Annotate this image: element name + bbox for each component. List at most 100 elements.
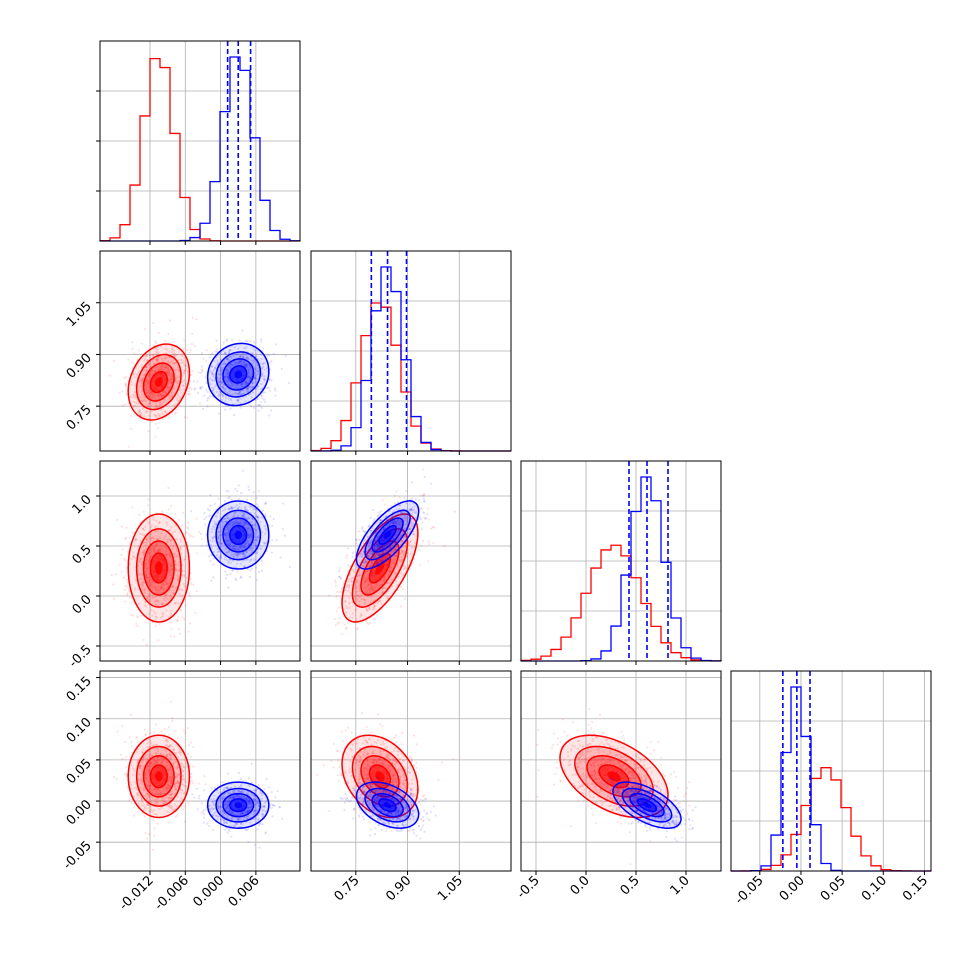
- scatter-point: [170, 347, 173, 350]
- scatter-point: [394, 522, 398, 525]
- scatter-point: [166, 523, 169, 526]
- scatter-point: [405, 521, 409, 524]
- scatter-point: [423, 499, 426, 502]
- scatter-point: [139, 764, 142, 767]
- scatter-point: [250, 535, 253, 539]
- scatter-point: [249, 532, 252, 536]
- scatter-point: [160, 368, 163, 371]
- scatter-point: [167, 793, 170, 796]
- scatter-point: [140, 798, 144, 801]
- scatter-point: [145, 411, 148, 414]
- scatter-point: [169, 568, 172, 572]
- scatter-point: [400, 539, 404, 542]
- scatter-point: [145, 562, 148, 565]
- scatter-point: [177, 394, 180, 397]
- scatter-point: [219, 555, 222, 558]
- scatter-point: [155, 358, 159, 361]
- scatter-point: [369, 546, 372, 549]
- scatter-point: [166, 786, 169, 789]
- scatter-point: [372, 544, 376, 547]
- scatter-point: [140, 761, 143, 764]
- scatter-point: [158, 536, 161, 539]
- scatter-point: [413, 505, 416, 508]
- scatter-point: [200, 532, 203, 536]
- scatter-point: [406, 555, 409, 558]
- scatter-point: [237, 522, 240, 525]
- scatter-point: [145, 573, 148, 576]
- contour-line: [368, 552, 392, 584]
- scatter-point: [143, 328, 146, 331]
- scatter-point: [369, 532, 372, 535]
- scatter-point: [173, 552, 176, 556]
- scatter-point: [199, 387, 202, 391]
- scatter-point: [344, 627, 347, 630]
- scatter-point: [229, 505, 233, 508]
- scatter-point: [183, 574, 186, 577]
- scatter-point: [236, 523, 239, 526]
- scatter-point: [265, 501, 268, 504]
- scatter-point: [255, 529, 258, 532]
- scatter-point: [364, 559, 367, 562]
- scatter-point: [407, 532, 410, 535]
- scatter-point: [396, 555, 399, 558]
- scatter-point: [150, 548, 153, 552]
- scatter-point: [109, 374, 112, 377]
- scatter-point: [225, 535, 228, 539]
- scatter-point: [364, 588, 368, 591]
- scatter-point: [164, 545, 167, 548]
- scatter-point: [392, 520, 395, 523]
- scatter-point: [153, 762, 157, 765]
- scatter-point: [162, 582, 165, 585]
- scatter-point: [212, 369, 215, 372]
- scatter-point: [170, 796, 173, 799]
- scatter-point: [131, 393, 135, 396]
- scatter-point: [251, 386, 255, 389]
- scatter-point: [170, 392, 174, 395]
- scatter-point: [157, 591, 160, 594]
- scatter-point: [243, 363, 247, 366]
- scatter-point: [226, 375, 230, 378]
- scatter-point: [237, 384, 240, 387]
- scatter-point: [199, 385, 202, 389]
- scatter-point: [158, 793, 161, 796]
- scatter-point: [173, 602, 177, 605]
- scatter-point: [245, 364, 248, 367]
- scatter-point: [383, 544, 387, 547]
- scatter-point: [179, 538, 182, 541]
- scatter-point: [154, 743, 158, 746]
- scatter-point: [235, 521, 239, 525]
- scatter-point: [158, 414, 162, 417]
- scatter-point: [123, 376, 126, 379]
- scatter-point: [236, 383, 239, 386]
- scatter-point: [257, 534, 260, 537]
- scatter-point: [175, 767, 178, 770]
- scatter-point: [350, 580, 353, 583]
- scatter-point: [224, 531, 227, 535]
- scatter-point: [167, 784, 170, 787]
- scatter-point: [236, 520, 239, 524]
- scatter-point: [147, 576, 150, 579]
- scatter-point: [165, 365, 168, 369]
- scatter-point: [238, 390, 242, 394]
- scatter-point: [245, 346, 248, 349]
- scatter-point: [175, 554, 178, 557]
- scatter-point: [243, 392, 246, 395]
- scatter-point: [382, 528, 385, 531]
- scatter-point: [188, 393, 191, 396]
- scatter-point: [393, 541, 396, 544]
- scatter-point: [406, 513, 409, 516]
- scatter-point: [171, 394, 174, 397]
- scatter-point: [143, 528, 146, 531]
- scatter-point: [392, 522, 395, 525]
- scatter-point: [138, 409, 141, 412]
- scatter-point: [360, 614, 363, 617]
- scatter-point: [370, 587, 373, 590]
- scatter-point: [164, 596, 167, 599]
- scatter-point: [151, 391, 154, 394]
- scatter-point: [362, 542, 366, 546]
- scatter-point: [157, 356, 160, 359]
- scatter-point: [180, 361, 183, 364]
- scatter-point: [231, 363, 234, 367]
- scatter-point: [185, 365, 188, 368]
- scatter-point: [211, 389, 214, 392]
